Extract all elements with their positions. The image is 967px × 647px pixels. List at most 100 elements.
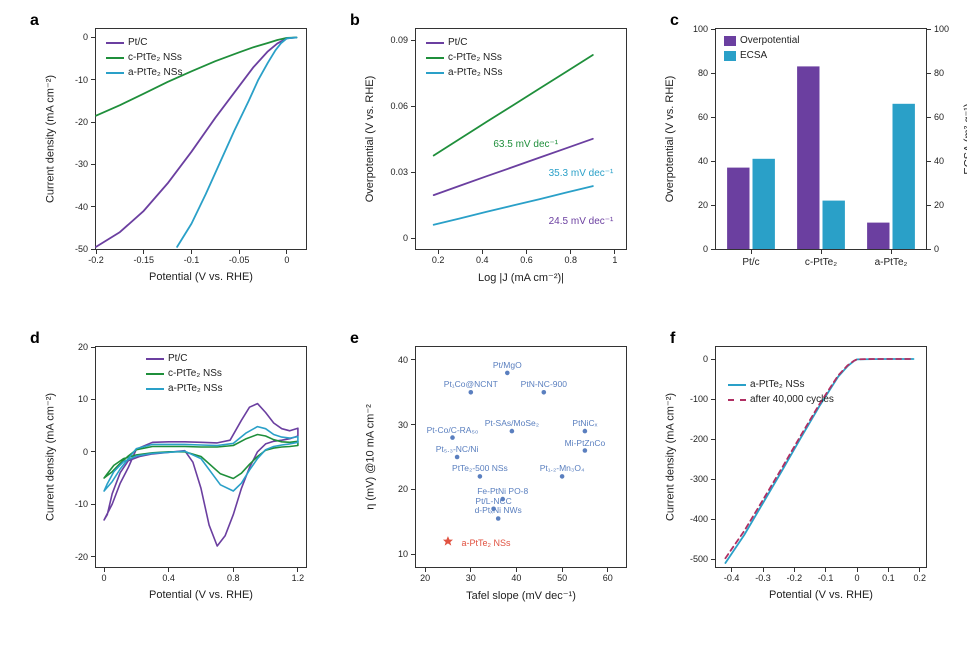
scatter-label: Mi-PtZnCo: [565, 438, 606, 448]
plot-e: 203040506010203040Tafel slope (mV dec⁻¹)…: [415, 346, 627, 568]
scatter-label: PtN-NC-900: [521, 379, 567, 389]
scatter-label: Pt-Co/C-RA₅₀: [427, 425, 479, 435]
ylabel: Current density (mA cm⁻²): [44, 75, 57, 203]
ylabel: η (mV) @10 mA cm⁻²: [364, 404, 377, 510]
scatter-point: [469, 390, 474, 395]
xtick: 0.2: [913, 573, 926, 583]
bar: [753, 159, 775, 249]
xtick: 0.8: [564, 255, 577, 265]
xtick: 0.2: [432, 255, 445, 265]
ylabel: Current density (mA cm⁻²): [44, 393, 57, 521]
panel-label-f: f: [670, 330, 675, 348]
xlabel: Potential (V vs. RHE): [149, 271, 253, 283]
scatter-label: Pt/L-NCC: [475, 496, 511, 506]
y2tick: 40: [934, 156, 944, 166]
highlight-star: [443, 536, 453, 546]
xlabel: Log |J (mA cm⁻²)|: [478, 271, 564, 284]
legend-entry: Pt/C: [426, 37, 467, 48]
xtick: 0.6: [520, 255, 533, 265]
bar: [867, 223, 889, 249]
scatter-label: PtTe₂-500 NSs: [452, 463, 508, 473]
xtick: 1.2: [292, 573, 305, 583]
xlabel: Potential (V vs. RHE): [149, 589, 253, 601]
scatter-point: [583, 429, 588, 434]
bar: [893, 104, 915, 249]
panel-label-b: b: [350, 12, 360, 30]
xtick: 30: [466, 573, 476, 583]
plot-f: -0.4-0.3-0.2-0.100.10.2-500-400-300-200-…: [715, 346, 927, 568]
panel-label-a: a: [30, 12, 39, 30]
xtick: 0: [855, 573, 860, 583]
xtick: -0.3: [755, 573, 771, 583]
scatter-point: [560, 474, 565, 479]
y2tick: 80: [934, 68, 944, 78]
xtick: 60: [603, 573, 613, 583]
legend-entry: c-PtTe₂ NSs: [146, 368, 222, 379]
ylabel: Current density (mA cm⁻²): [664, 393, 677, 521]
legend-entry: after 40,000 cycles: [728, 394, 834, 405]
scatter-point: [450, 435, 455, 440]
scatter-label: Pt₅.₃-NC/Ni: [436, 444, 479, 454]
legend-entry: Overpotential: [724, 35, 799, 46]
legend-entry: Pt/C: [106, 37, 147, 48]
xtick: 50: [557, 573, 567, 583]
legend-entry: a-PtTe₂ NSs: [728, 379, 804, 390]
scatter-label: Pt-SAs/MoSe₂: [485, 418, 539, 428]
scatter-point: [505, 371, 510, 376]
y2tick: 20: [934, 200, 944, 210]
legend-entry: c-PtTe₂ NSs: [106, 52, 182, 63]
xtick: 0.4: [162, 573, 175, 583]
plot-b: 0.20.40.60.8100.030.060.09Log |J (mA cm⁻…: [415, 28, 627, 250]
xtick: 0.1: [882, 573, 895, 583]
category-label: Pt/c: [742, 257, 759, 268]
bar: [727, 168, 749, 249]
legend-entry: c-PtTe₂ NSs: [426, 52, 502, 63]
series-line: [104, 435, 298, 479]
y2tick: 100: [934, 24, 949, 34]
scatter-point: [510, 429, 515, 434]
xtick: -0.1: [184, 255, 200, 265]
xtick: -0.05: [229, 255, 250, 265]
scatter-point: [478, 474, 483, 479]
annotation: 63.5 mV dec⁻¹: [493, 139, 558, 150]
xtick: -0.15: [133, 255, 154, 265]
bar: [797, 66, 819, 249]
scatter-point: [455, 455, 460, 460]
figure-root: a-0.2-0.15-0.1-0.050-50-40-30-20-100Pote…: [0, 0, 967, 647]
scatter-label: Pt₁.₂-Mn₃O₄: [540, 463, 585, 473]
xtick: 1: [612, 255, 617, 265]
legend-entry: ECSA: [724, 50, 767, 61]
xtick: -0.1: [818, 573, 834, 583]
scatter-point: [583, 448, 588, 453]
xlabel: Potential (V vs. RHE): [769, 589, 873, 601]
legend-entry: a-PtTe₂ NSs: [426, 67, 502, 78]
plot-d: 00.40.81.2-20-1001020Potential (V vs. RH…: [95, 346, 307, 568]
bar: [823, 201, 845, 249]
highlight-label: a-PtTe₂ NSs: [461, 538, 510, 548]
annotation: 24.5 mV dec⁻¹: [549, 216, 614, 227]
legend-entry: a-PtTe₂ NSs: [146, 383, 222, 394]
legend-entry: a-PtTe₂ NSs: [106, 67, 182, 78]
series-line: [104, 404, 298, 546]
ylabel: Overpotential (V vs. RHE): [664, 76, 676, 203]
scatter-point: [542, 390, 547, 395]
ylabel: Overpotential (V vs. RHE): [364, 76, 376, 203]
xtick: -0.2: [787, 573, 803, 583]
xtick: 0.8: [227, 573, 240, 583]
xtick: -0.2: [88, 255, 104, 265]
scatter-label: Fe-PtNi PO-8: [477, 486, 528, 496]
plot-c: 020406080100Overpotential (V vs. RHE)020…: [715, 28, 927, 250]
legend-entry: Pt/C: [146, 353, 187, 364]
xtick: -0.4: [724, 573, 740, 583]
panel-label-e: e: [350, 330, 359, 348]
panel-label-d: d: [30, 330, 40, 348]
scatter-label: Pt₁Co@NCNT: [444, 379, 498, 389]
category-label: c-PtTe₂: [805, 257, 837, 268]
scatter-point: [496, 516, 501, 521]
xtick: 40: [511, 573, 521, 583]
category-label: a-PtTe₂: [875, 257, 908, 268]
xtick: 20: [420, 573, 430, 583]
xlabel: Tafel slope (mV dec⁻¹): [466, 589, 576, 602]
y2tick: 0: [934, 244, 939, 254]
xtick: 0: [284, 255, 289, 265]
